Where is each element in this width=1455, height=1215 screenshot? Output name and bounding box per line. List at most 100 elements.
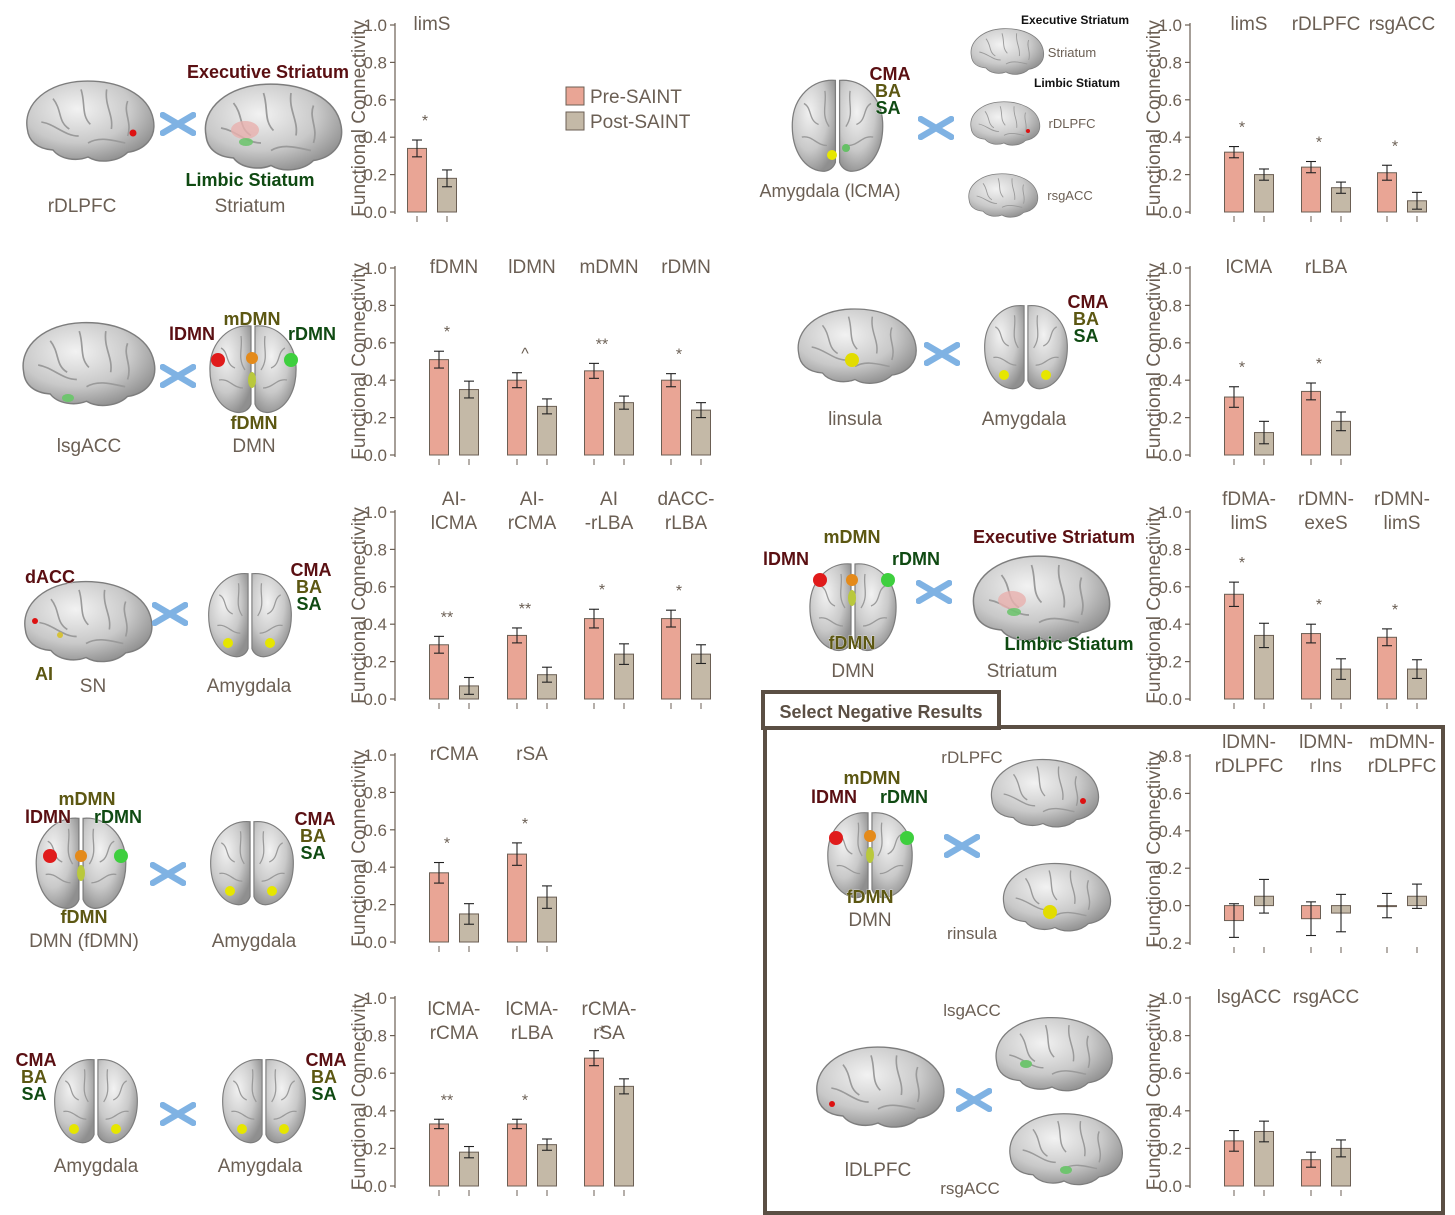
roi-marker bbox=[864, 830, 876, 842]
category-label: lCMA- bbox=[428, 999, 481, 1020]
roi-label-ba: BA bbox=[1073, 309, 1099, 329]
roi-label-ldmn: lDMN bbox=[811, 787, 857, 807]
roi-marker bbox=[998, 591, 1026, 609]
roi-label-sa: SA bbox=[21, 1084, 46, 1104]
significance-marker: * bbox=[1316, 356, 1322, 373]
category-label: AI- bbox=[520, 489, 544, 510]
cross-icon bbox=[919, 583, 950, 601]
cross-icon bbox=[959, 1091, 990, 1109]
y-tick-label: 0.6 bbox=[1158, 578, 1182, 597]
roi-label-ba: BA bbox=[300, 826, 326, 846]
brain-lateral-icon bbox=[23, 580, 153, 663]
category-label: -rLBA bbox=[585, 513, 634, 534]
bar-pre-saint bbox=[584, 1057, 604, 1187]
legend-swatch-pre bbox=[565, 86, 585, 106]
roi-label-fdmn: fDMN bbox=[61, 907, 108, 927]
y-tick-label: 1.0 bbox=[1158, 503, 1182, 522]
region-label: lsgACC bbox=[943, 1001, 1001, 1020]
roi-marker bbox=[284, 353, 298, 367]
region-label: DMN bbox=[848, 910, 891, 931]
brain-frontal-icon bbox=[221, 1058, 307, 1144]
bar-pre-saint bbox=[429, 1123, 449, 1187]
roi-label-sa: SA bbox=[311, 1084, 336, 1104]
region-label: linsula bbox=[828, 409, 882, 430]
roi-marker bbox=[900, 831, 914, 845]
panel-dmn-striatum: lDMN mDMN rDMN fDMN DMN Executive Striat… bbox=[763, 527, 1136, 682]
category-label: rCMA bbox=[508, 513, 557, 534]
y-tick-label: 0.0 bbox=[1158, 203, 1182, 222]
y-axis-title: Functional Connectivity bbox=[349, 750, 370, 947]
roi-marker bbox=[881, 573, 895, 587]
y-axis-title: Functional Connectivity bbox=[1144, 993, 1165, 1190]
y-tick-label: 0.4 bbox=[363, 1102, 387, 1121]
region-label: rDLPFC bbox=[1049, 116, 1096, 131]
y-tick-label: 0.2 bbox=[363, 653, 387, 672]
bar-pre-saint bbox=[1377, 636, 1397, 700]
y-tick-label: 0.6 bbox=[1158, 784, 1182, 803]
y-tick-label: 0.8 bbox=[363, 783, 387, 802]
brain-frontal-icon bbox=[209, 325, 297, 414]
y-tick-label: 0.6 bbox=[363, 821, 387, 840]
region-label: SN bbox=[80, 676, 106, 697]
region-label: rsgACC bbox=[1047, 188, 1093, 203]
roi-marker bbox=[1026, 129, 1030, 133]
bar-pre-saint bbox=[661, 379, 681, 456]
significance-marker: * bbox=[522, 816, 528, 833]
brain-frontal-icon bbox=[791, 79, 884, 172]
panel-sn-amygdala: dACC AI CMA BA SA SN Amygdala bbox=[23, 560, 332, 697]
roi-marker bbox=[237, 1124, 247, 1134]
category-label: lDMN- bbox=[1222, 732, 1276, 753]
cross-icon bbox=[163, 115, 194, 133]
significance-marker: * bbox=[1316, 135, 1322, 152]
y-tick-label: 1.0 bbox=[1158, 259, 1182, 278]
roi-label-executive-striatum: Executive Striatum bbox=[1021, 13, 1129, 27]
roi-marker bbox=[248, 372, 256, 388]
significance-marker: * bbox=[676, 583, 682, 600]
y-tick-label: 0.0 bbox=[1158, 897, 1182, 916]
brain-lateral-icon bbox=[22, 321, 156, 407]
roi-label-sa: SA bbox=[296, 594, 321, 614]
category-label: exeS bbox=[1304, 513, 1347, 534]
roi-label-fdmn: fDMN bbox=[231, 413, 278, 433]
roi-marker bbox=[111, 1124, 121, 1134]
roi-label-limbic-striatum: Limbic Stiatum bbox=[1034, 76, 1120, 90]
y-tick-label: 0.2 bbox=[1158, 409, 1182, 428]
roi-marker bbox=[279, 1124, 289, 1134]
y-tick-label: 0.8 bbox=[363, 1027, 387, 1046]
category-label: rSA bbox=[516, 744, 548, 765]
roi-label-sa: SA bbox=[875, 98, 900, 118]
y-tick-label: 0.0 bbox=[363, 1177, 387, 1196]
bar-pre-saint bbox=[584, 618, 604, 700]
brain-lateral-icon bbox=[25, 80, 155, 162]
legend-swatch-post bbox=[565, 111, 585, 131]
panel-rdlpfc-striatum: Executive Striatum Limbic Stiatum rDLPFC… bbox=[25, 62, 349, 217]
roi-label-sa: SA bbox=[1073, 326, 1098, 346]
bar-pre-saint bbox=[507, 379, 527, 456]
y-tick-label: 0.8 bbox=[363, 540, 387, 559]
cross-icon bbox=[155, 605, 186, 623]
roi-label-ldmn: lDMN bbox=[25, 807, 71, 827]
roi-marker bbox=[1041, 370, 1051, 380]
region-label: DMN (fDMN) bbox=[29, 931, 139, 952]
category-label: lsgACC bbox=[1217, 987, 1281, 1008]
roi-label-dacc: dACC bbox=[25, 567, 75, 587]
region-label: rDLPFC bbox=[48, 196, 117, 217]
category-label: rsgACC bbox=[1293, 987, 1360, 1008]
bar-pre-saint bbox=[507, 634, 527, 700]
y-tick-label: 0.8 bbox=[1158, 1027, 1182, 1046]
significance-marker: * bbox=[1316, 597, 1322, 614]
roi-marker bbox=[1007, 608, 1021, 616]
y-tick-label: 0.8 bbox=[363, 53, 387, 72]
roi-marker bbox=[267, 886, 277, 896]
y-tick-label: 1.0 bbox=[363, 503, 387, 522]
bar-pre-saint bbox=[407, 147, 427, 213]
roi-marker bbox=[231, 121, 259, 139]
roi-marker bbox=[114, 849, 128, 863]
panel-amygdala-amygdala: CMA BA SA CMA BA SA Amygdala Amygdala bbox=[15, 1050, 347, 1177]
bar-pre-saint bbox=[507, 1123, 527, 1187]
